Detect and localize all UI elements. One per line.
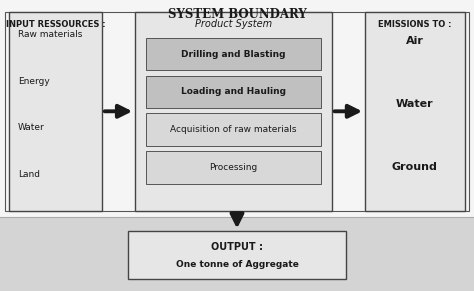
- Text: Water: Water: [18, 123, 45, 132]
- Text: Raw materials: Raw materials: [18, 31, 82, 39]
- Text: INPUT RESSOURCES :: INPUT RESSOURCES :: [6, 20, 106, 29]
- Bar: [5, 12, 469, 211]
- Text: Ground: Ground: [392, 162, 438, 172]
- Text: OUTPUT :: OUTPUT :: [211, 242, 263, 252]
- Text: Acquisition of raw materials: Acquisition of raw materials: [170, 125, 297, 134]
- Text: Land: Land: [18, 170, 40, 179]
- Bar: [146, 113, 321, 146]
- Text: Loading and Hauling: Loading and Hauling: [181, 88, 286, 96]
- Text: EMISSIONS TO :: EMISSIONS TO :: [378, 20, 452, 29]
- Text: One tonne of Aggregate: One tonne of Aggregate: [175, 260, 299, 269]
- Text: Energy: Energy: [18, 77, 50, 86]
- Bar: [0, 0, 474, 217]
- Text: Air: Air: [406, 36, 424, 46]
- Bar: [146, 38, 321, 70]
- Bar: [146, 151, 321, 184]
- Text: Processing: Processing: [210, 163, 257, 172]
- Bar: [146, 76, 321, 108]
- Text: Water: Water: [396, 99, 434, 109]
- Bar: [365, 12, 465, 211]
- Text: Product System: Product System: [195, 19, 272, 29]
- Text: SYSTEM BOUNDARY: SYSTEM BOUNDARY: [168, 8, 306, 21]
- Text: Drilling and Blasting: Drilling and Blasting: [181, 50, 286, 58]
- Bar: [9, 12, 102, 211]
- Bar: [135, 12, 332, 211]
- Bar: [128, 231, 346, 279]
